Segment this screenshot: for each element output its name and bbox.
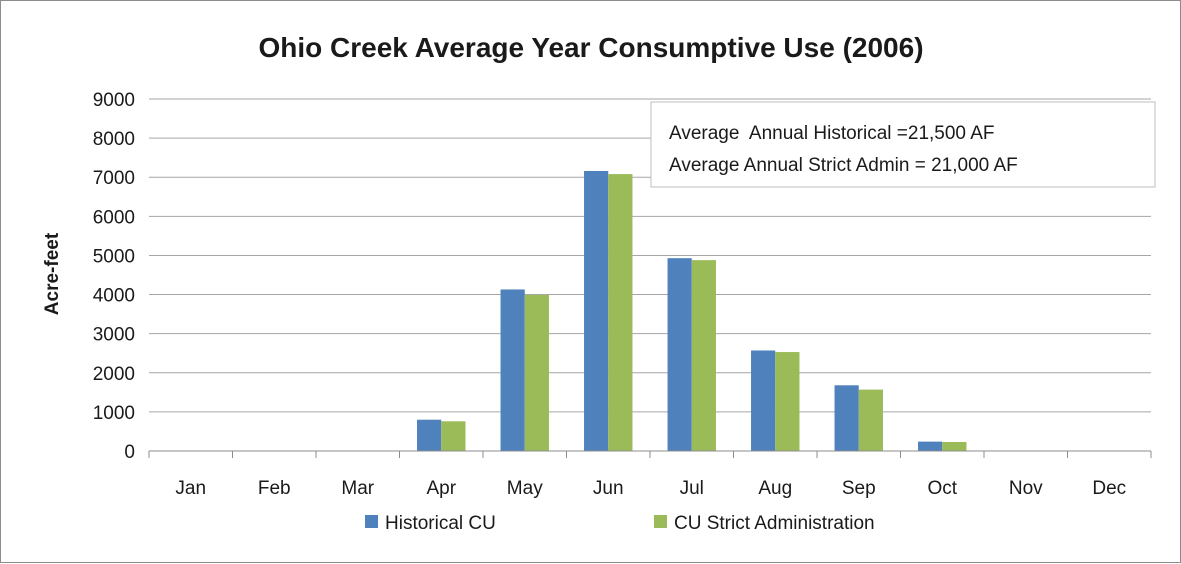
bar-historical-cu-apr xyxy=(417,419,442,451)
annotation-strict-admin: Average Annual Strict Admin = 21,000 AF xyxy=(669,155,1018,176)
x-tick-label: Aug xyxy=(758,478,792,499)
y-tick-label: 4000 xyxy=(93,286,135,307)
gridlines xyxy=(149,98,1151,413)
legend-label: Historical CU xyxy=(385,513,496,534)
bars xyxy=(417,170,967,452)
annotation-historical: Average Annual Historical =21,500 AF xyxy=(669,123,995,144)
annotation-box: Average Annual Historical =21,500 AF Ave… xyxy=(650,101,1156,188)
bar-historical-cu-oct xyxy=(918,441,943,451)
x-tick-label: Feb xyxy=(258,478,291,499)
y-tick-label: 8000 xyxy=(93,129,135,150)
chart-title: Ohio Creek Average Year Consumptive Use … xyxy=(258,32,923,63)
x-tick-label: Apr xyxy=(426,478,456,499)
x-tick-label: Oct xyxy=(927,478,957,499)
bar-cu-strict-administration-may xyxy=(524,294,549,451)
x-tick-label: May xyxy=(507,478,543,499)
bar-cu-strict-administration-sep xyxy=(858,389,883,451)
y-tick-label: 6000 xyxy=(93,207,135,228)
y-axis-label: Acre-feet xyxy=(42,232,63,315)
y-tick-label: 0 xyxy=(124,442,135,463)
y-tick-label: 7000 xyxy=(93,168,135,189)
x-tick-label: Dec xyxy=(1092,478,1126,499)
x-tick-label: Jan xyxy=(175,478,206,499)
bar-historical-cu-may xyxy=(500,289,525,451)
y-tick-label: 2000 xyxy=(93,364,135,385)
bar-cu-strict-administration-jul xyxy=(691,260,716,451)
legend-swatch xyxy=(654,515,667,528)
bar-cu-strict-administration-apr xyxy=(441,421,466,451)
x-tick-label: Nov xyxy=(1009,478,1043,499)
y-tick-label: 1000 xyxy=(93,403,135,424)
y-tick-label: 5000 xyxy=(93,246,135,267)
annotation-box-border xyxy=(650,101,1156,188)
legend: Historical CU CU Strict Administration xyxy=(365,513,875,534)
bar-cu-strict-administration-aug xyxy=(775,352,800,451)
legend-label: CU Strict Administration xyxy=(674,513,875,534)
bar-historical-cu-jul xyxy=(667,258,692,451)
bar-historical-cu-sep xyxy=(834,385,859,451)
x-tick-label: Sep xyxy=(842,478,876,499)
legend-swatch xyxy=(365,515,378,528)
bar-historical-cu-aug xyxy=(751,350,776,451)
y-tick-label: 9000 xyxy=(93,90,135,111)
x-tick-label: Mar xyxy=(341,478,374,499)
bar-historical-cu-jun xyxy=(584,170,609,451)
bar-cu-strict-administration-oct xyxy=(942,442,967,451)
bar-cu-strict-administration-jun xyxy=(608,174,633,452)
axes: 0 1000 2000 3000 4000 5000 6000 7000 8000 9000 Jan… xyxy=(93,90,1152,499)
x-tick-label: Jun xyxy=(593,478,624,499)
y-tick-label: 3000 xyxy=(93,325,135,346)
x-tick-label: Jul xyxy=(680,478,704,499)
